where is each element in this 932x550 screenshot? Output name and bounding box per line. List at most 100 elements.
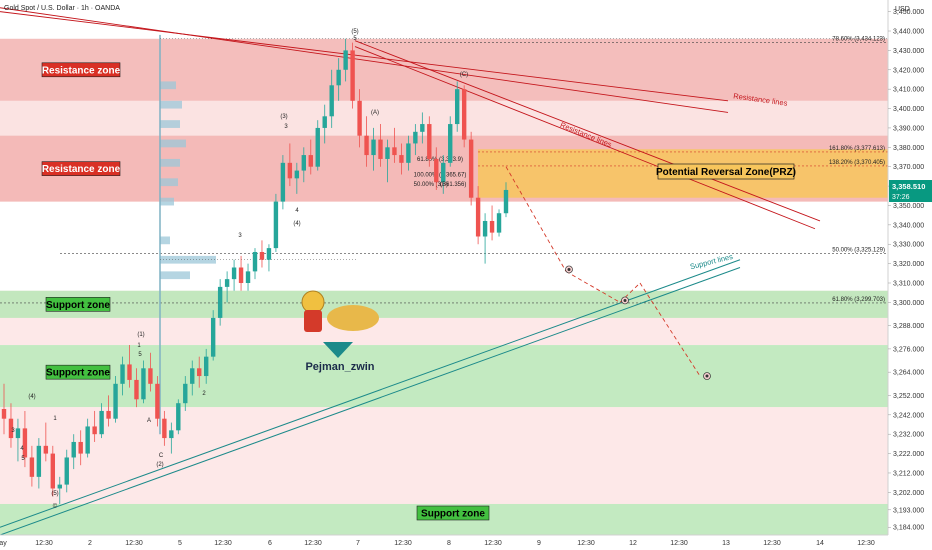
candles-layer [1, 38, 509, 504]
trend-line [0, 7, 729, 113]
wave-label: (3) [280, 114, 287, 120]
candle-body [475, 197, 481, 237]
trend-line [354, 40, 821, 222]
target-marker-dot [567, 267, 571, 271]
x-tick-label: 12 [629, 540, 637, 547]
symbol-title: Gold Spot / U.S. Dollar · 1h · OANDA [4, 5, 120, 12]
projection-arrow [565, 270, 621, 303]
candle-body [78, 441, 83, 454]
wave-label: 5 [353, 36, 357, 42]
trend-line [0, 11, 729, 102]
countdown: 37:26 [892, 194, 910, 201]
wave-label: (B) [440, 182, 448, 188]
currency-label: USD [895, 6, 910, 13]
candle-body [301, 155, 307, 171]
candle-body [106, 410, 111, 419]
wave-label: C [159, 453, 164, 459]
wave-label: 4 [295, 208, 299, 214]
x-tick-label: 13 [722, 540, 730, 547]
wave-label: 5 [21, 456, 25, 462]
prz-label: Potential Reversal Zone(PRZ) [656, 167, 796, 178]
candle-body [350, 50, 355, 101]
y-tick-label: 3,450.000 [893, 9, 924, 16]
wave-label: A [147, 418, 151, 424]
candle-body [427, 124, 432, 159]
fib-level-label: 138.20% (3,370.405) [829, 160, 885, 166]
candle-body [141, 368, 146, 400]
candle-body [385, 147, 390, 159]
x-tick-label: 2 [88, 540, 92, 547]
candle-body [461, 89, 467, 140]
x-tick-label: 9 [537, 540, 541, 547]
projection-arrow [505, 166, 567, 272]
y-tick-label: 3,202.000 [893, 490, 924, 497]
volume-profile-bar [160, 158, 180, 167]
y-tick-label: 3,410.000 [893, 87, 924, 94]
wave-label: © [53, 503, 58, 510]
candle-body [392, 147, 397, 156]
zone-label: Resistance zone [42, 65, 121, 76]
candle-body [127, 364, 132, 380]
x-tick-label: 12:30 [214, 540, 232, 547]
time-axis[interactable]: ay 12:30 2 12:30 5 12:30 6 12:30 7 12:30 8 12:30 9 12… [0, 534, 888, 550]
author-badge: Pejman_zwin [301, 290, 379, 373]
zone-label: Resistance zone [42, 164, 121, 175]
fib-level-label: 50.00% (3,325.129) [832, 248, 885, 254]
volume-profile-bar [160, 178, 178, 187]
wave-label: (5) [51, 491, 58, 497]
y-tick-label: 3,430.000 [893, 48, 924, 55]
zone-label-box [45, 364, 111, 380]
candle-body [315, 127, 320, 167]
x-tick-label: 12:30 [670, 540, 688, 547]
x-tick-label: 12:30 [304, 540, 322, 547]
projection-arrow [619, 282, 641, 303]
inner-fib-label: 100.00% (3,365.67) [414, 172, 467, 178]
target-marker-dot [705, 374, 709, 378]
candle-body [29, 457, 35, 477]
wave-label: 3 [11, 428, 15, 434]
candle-body [287, 162, 293, 179]
candle-body [203, 356, 209, 377]
wave-labels-layer: (5)5(C)(A)(B)(3)34(4)3(1)15AC(2)2(4)3451… [11, 29, 468, 510]
price-axis[interactable]: USD 3,184.000 3,193.000 3,202.000 3,212.000… [887, 0, 932, 550]
candle-body [238, 267, 244, 284]
x-tick-label: 12:30 [857, 540, 875, 547]
candle-body [503, 189, 509, 214]
wave-label: (1) [137, 332, 144, 338]
candle-body [308, 155, 313, 167]
candle-body [273, 201, 279, 249]
y-tick-label: 3,320.000 [893, 261, 924, 268]
support-zone [0, 345, 888, 408]
x-tick-label: 12:30 [577, 540, 595, 547]
candle-body [448, 124, 453, 163]
zone-label-box [45, 297, 111, 312]
fib-level-label: 78.60% (3,434.123) [832, 36, 885, 42]
candle-body [468, 139, 474, 198]
y-tick-label: 3,300.000 [893, 300, 924, 307]
y-tick-label: 3,264.000 [893, 370, 924, 377]
candle-body [496, 213, 502, 233]
x-tick-label: 14 [816, 540, 824, 547]
candle-body [280, 162, 286, 202]
wave-label: (4) [293, 221, 300, 227]
volume-profile-bar [160, 120, 180, 128]
candle-body [50, 453, 56, 489]
support-zone [0, 290, 888, 318]
y-tick-label: 3,400.000 [893, 106, 924, 113]
x-tick-label: 12:30 [763, 540, 781, 547]
y-tick-label: 3,370.000 [893, 164, 924, 171]
candle-body [1, 409, 7, 419]
wave-label: (2) [156, 462, 163, 468]
y-tick-label: 3,310.000 [893, 281, 924, 288]
candle-body [71, 441, 76, 458]
y-tick-label: 3,440.000 [893, 29, 924, 36]
candle-body [266, 248, 272, 260]
zones-layer [0, 38, 888, 535]
wave-label: 1 [137, 343, 141, 349]
candle-body [224, 279, 230, 287]
candle-body [259, 251, 265, 260]
wave-label: 4 [20, 446, 24, 452]
candle-body [99, 410, 104, 435]
candle-body [454, 89, 460, 125]
